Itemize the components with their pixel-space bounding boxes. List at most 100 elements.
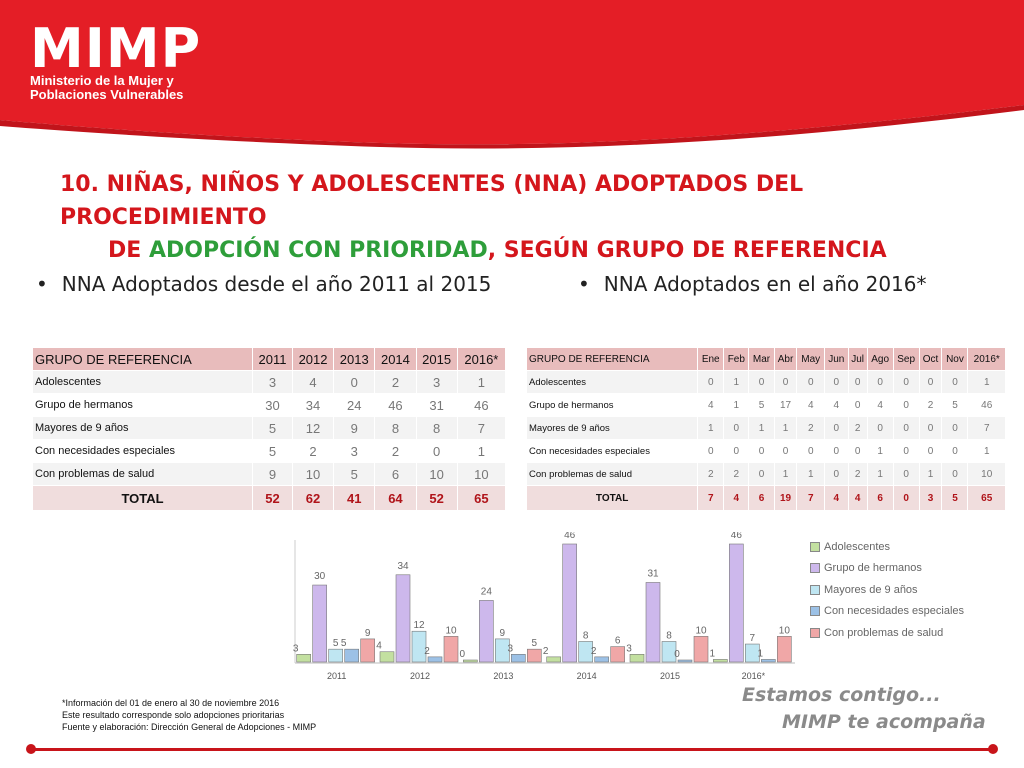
header-cell-group: GRUPO DE REFERENCIA [31, 347, 254, 371]
table-cell: 1 [866, 462, 894, 486]
table-cell: 0 [823, 439, 849, 463]
header-cell: 2016* [967, 347, 1006, 371]
data-label: 0 [674, 649, 680, 660]
header-cell: Feb [723, 347, 750, 371]
data-label: 1 [710, 648, 716, 659]
table-cell: 0 [866, 370, 894, 394]
total-label: TOTAL [31, 485, 254, 511]
table-cell: 5 [252, 439, 293, 463]
table-months: GRUPO DE REFERENCIA Ene Feb Mar Abr May Jun Jul… [525, 347, 1006, 511]
table-cell: 2 [723, 462, 750, 486]
legend-label: Adolescentes [824, 540, 891, 553]
data-label: 10 [445, 625, 457, 636]
header-cell: 2016* [456, 347, 507, 371]
title-line2-prefix: DE [108, 238, 149, 263]
total-cell: 64 [374, 485, 417, 511]
table-cell: 3 [333, 439, 376, 463]
x-tick-label: 2016* [742, 671, 766, 681]
logo-subtitle: Ministerio de la Mujer y Poblaciones Vul… [30, 74, 183, 102]
x-tick-label: 2014 [577, 671, 597, 681]
table-cell: 8 [374, 416, 417, 440]
table-cell: 1 [967, 370, 1006, 394]
bar-2016*-0 [713, 659, 728, 663]
table-cell: 34 [291, 393, 335, 417]
table-cell: 1 [773, 416, 798, 440]
header-cell: Ago [866, 347, 894, 371]
table-cell: 0 [866, 416, 894, 440]
table-cell: 0 [918, 370, 943, 394]
table-cell: 0 [748, 462, 775, 486]
row-label: Grupo de hermanos [31, 393, 254, 417]
table-cell: 0 [847, 393, 868, 417]
table-cell: 30 [252, 393, 293, 417]
table-cell: 46 [967, 393, 1006, 417]
x-tick-label: 2015 [660, 671, 680, 681]
data-label: 9 [500, 628, 506, 639]
legend-swatch [810, 563, 820, 574]
data-label: 8 [583, 630, 589, 641]
data-label: 6 [615, 636, 621, 647]
table-cell: 10 [291, 462, 335, 486]
table-cell: 0 [748, 370, 775, 394]
table-cell: 5 [333, 462, 376, 486]
bar-2016*-2 [745, 643, 760, 663]
bar-2012-2 [411, 630, 427, 663]
header-cell: 2014 [374, 347, 417, 371]
table-cell: 2 [796, 416, 825, 440]
page-title: 10. NIÑAS, NIÑOS Y ADOLESCENTES (NNA) AD… [60, 168, 1000, 267]
data-label: 2 [424, 646, 430, 657]
table-cell: 0 [918, 416, 943, 440]
row-label: Con problemas de salud [31, 462, 254, 486]
title-line1: 10. NIÑAS, NIÑOS Y ADOLESCENTES (NNA) AD… [60, 172, 804, 230]
footnotes: *Información del 01 de enero al 30 de no… [62, 697, 316, 733]
total-cell: 6 [866, 485, 894, 511]
bar-2011-0 [296, 654, 311, 663]
table-cell: 0 [773, 370, 798, 394]
table-cell: 5 [748, 393, 775, 417]
row-label: Adolescentes [525, 370, 699, 394]
data-label: 7 [750, 633, 756, 644]
legend-swatch [810, 606, 820, 617]
legend-label: Mayores de 9 años [824, 583, 918, 596]
bar-2013-3 [511, 654, 526, 663]
header-cell: Ene [697, 347, 725, 371]
table-cell: 2 [847, 416, 868, 440]
bar-2015-4 [693, 636, 709, 663]
table-cell: 7 [967, 416, 1006, 440]
table-cell: 17 [773, 393, 798, 417]
table-row: Grupo de hermanos 30 34 24 46 31 46 [31, 393, 507, 417]
logo-title: MIMP [30, 17, 202, 80]
data-label: 8 [666, 630, 672, 641]
data-label: 30 [314, 571, 326, 582]
table-cell: 0 [892, 393, 920, 417]
table-years-total: TOTAL 52 62 41 64 52 65 [31, 485, 507, 511]
total-cell: 4 [823, 485, 849, 511]
table-cell: 0 [892, 439, 920, 463]
table-row: Mayores de 9 años 1 0 1 1 2 0 2 0 0 0 0 7 [525, 416, 1006, 440]
header-banner [0, 0, 1024, 149]
bar-2011-1 [312, 584, 327, 663]
total-cell: 19 [773, 485, 798, 511]
table-row: Mayores de 9 años 5 12 9 8 8 7 [31, 416, 507, 440]
header-cell-group: GRUPO DE REFERENCIA [525, 347, 699, 371]
footer-dot-right [988, 744, 998, 754]
row-label: Con necesidades especiales [525, 439, 699, 463]
total-cell: 5 [941, 485, 969, 511]
data-label: 2 [543, 646, 549, 657]
table-cell: 10 [967, 462, 1006, 486]
total-cell: 52 [415, 485, 458, 511]
row-label: Adolescentes [31, 370, 254, 394]
row-label: Mayores de 9 años [31, 416, 254, 440]
table-cell: 3 [415, 370, 458, 394]
row-label: Con necesidades especiales [31, 439, 254, 463]
bar-2012-1 [395, 574, 411, 663]
x-tick-label: 2012 [410, 671, 430, 681]
table-row: Adolescentes 0 1 0 0 0 0 0 0 0 0 0 1 [525, 370, 1006, 394]
bar-2013-1 [479, 600, 494, 663]
table-cell: 0 [823, 462, 849, 486]
total-cell: 62 [291, 485, 335, 511]
title-highlight: ADOPCIÓN CON PRIORIDAD [148, 238, 488, 263]
table-cell: 0 [723, 439, 750, 463]
x-tick-label: 2011 [327, 671, 346, 681]
